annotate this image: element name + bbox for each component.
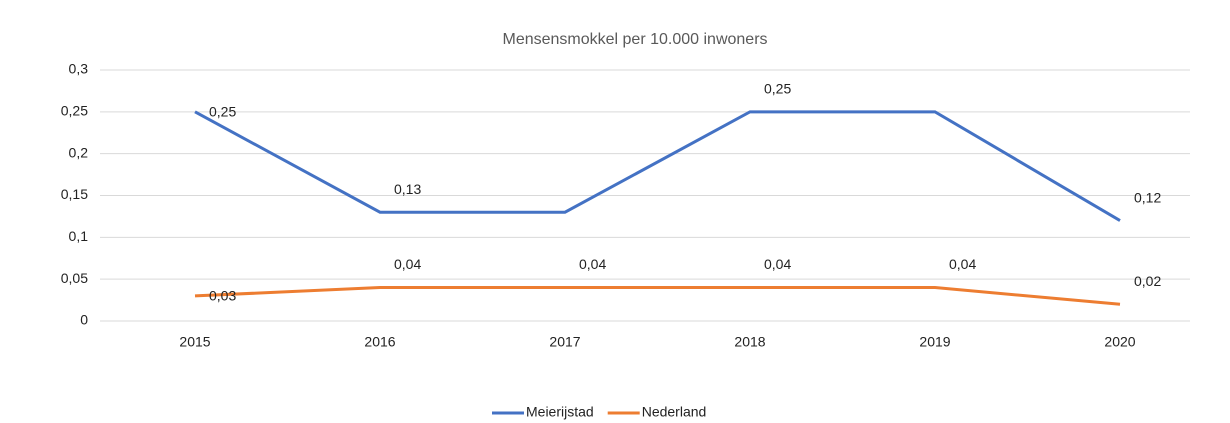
y-tick-label: 0,05: [61, 270, 88, 286]
y-tick-label: 0,25: [61, 103, 88, 119]
legend-label: Meierijstad: [526, 404, 594, 420]
data-label: 0,25: [764, 81, 791, 97]
legend-label: Nederland: [642, 404, 707, 420]
x-tick-label: 2019: [919, 334, 950, 350]
data-label: 0,02: [1134, 273, 1161, 289]
data-label: 0,03: [209, 288, 236, 304]
x-tick-label: 2015: [179, 334, 210, 350]
x-tick-label: 2018: [734, 334, 765, 350]
x-tick-label: 2016: [364, 334, 395, 350]
data-label: 0,12: [1134, 189, 1161, 205]
y-tick-label: 0,3: [69, 61, 89, 77]
series-line: [194, 110, 1121, 222]
data-label: 0,04: [394, 256, 421, 272]
data-label: 0,25: [209, 104, 236, 120]
y-tick-label: 0,2: [69, 144, 89, 160]
y-tick-label: 0: [80, 312, 88, 328]
y-tick-label: 0,1: [69, 228, 89, 244]
series-line: [194, 286, 1121, 306]
data-label: 0,04: [949, 256, 976, 272]
y-tick-label: 0,15: [61, 186, 88, 202]
data-label: 0,13: [394, 181, 421, 197]
data-label: 0,04: [579, 256, 606, 272]
chart-title: Mensensmokkel per 10.000 inwoners: [502, 31, 767, 48]
data-label: 0,04: [764, 256, 791, 272]
x-tick-label: 2020: [1104, 334, 1135, 350]
x-tick-label: 2017: [549, 334, 580, 350]
